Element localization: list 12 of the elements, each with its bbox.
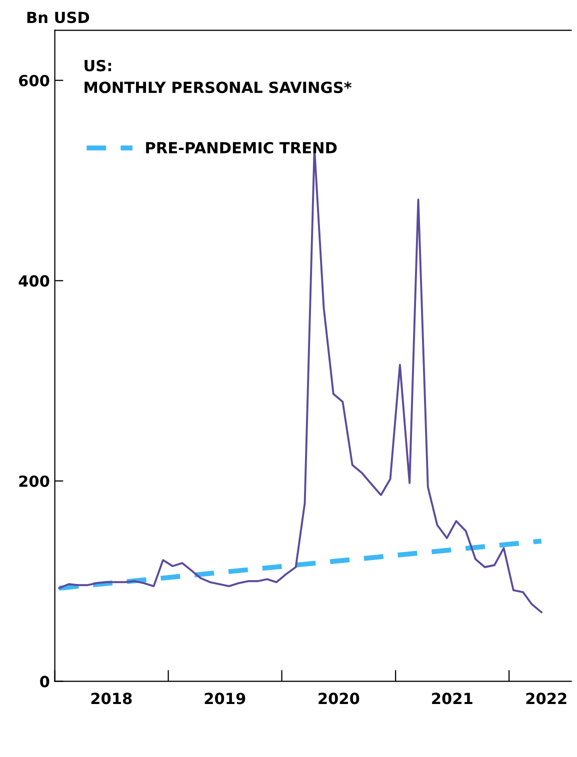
y-tick-label: 600 bbox=[19, 74, 50, 86]
x-tick-label: 2019 bbox=[204, 692, 246, 704]
x-tick-label: 2020 bbox=[318, 692, 360, 704]
legend-label: PRE-PANDEMIC TREND bbox=[146, 142, 337, 154]
y-axis-title: Bn USD bbox=[27, 12, 90, 24]
y-tick-label: 200 bbox=[19, 475, 50, 488]
y-tick-label: 0 bbox=[40, 676, 50, 688]
x-tick-label: 2018 bbox=[91, 692, 132, 704]
x-tick-label: 2021 bbox=[432, 692, 472, 704]
y-tick-label: 400 bbox=[18, 275, 50, 287]
text: US: MONTHLY PERSONAL SAVINGS* bbox=[84, 60, 352, 94]
x-tick-label: 2022 bbox=[526, 692, 566, 704]
